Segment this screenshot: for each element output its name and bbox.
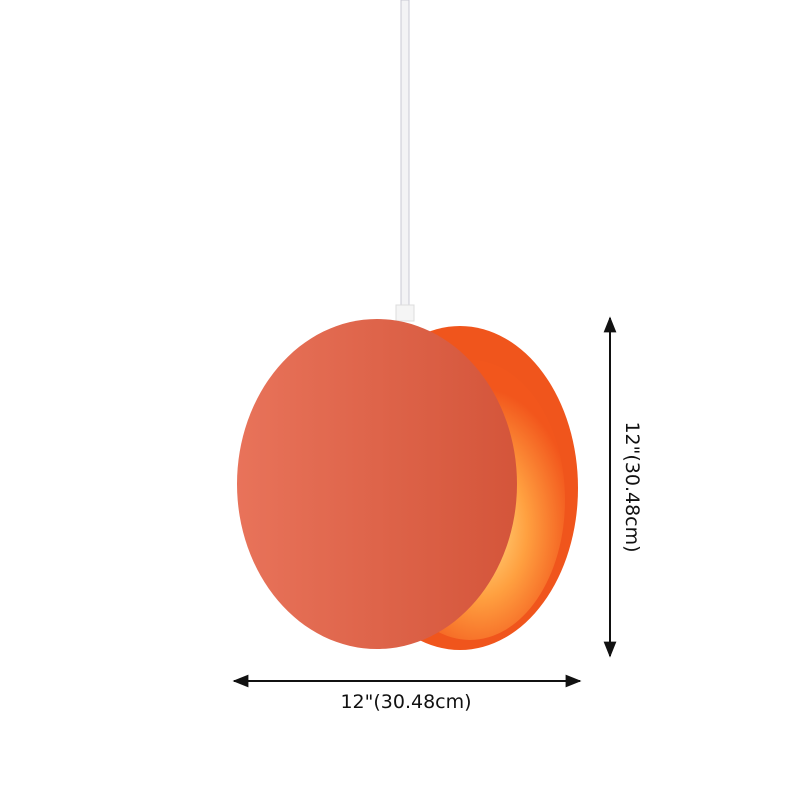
width-label: 12"(30.48cm) bbox=[340, 691, 471, 713]
power-cord bbox=[400, 0, 410, 311]
front-disc bbox=[237, 319, 517, 649]
height-label: 12"(30.48cm) bbox=[621, 421, 643, 552]
cord-connector bbox=[395, 304, 415, 322]
